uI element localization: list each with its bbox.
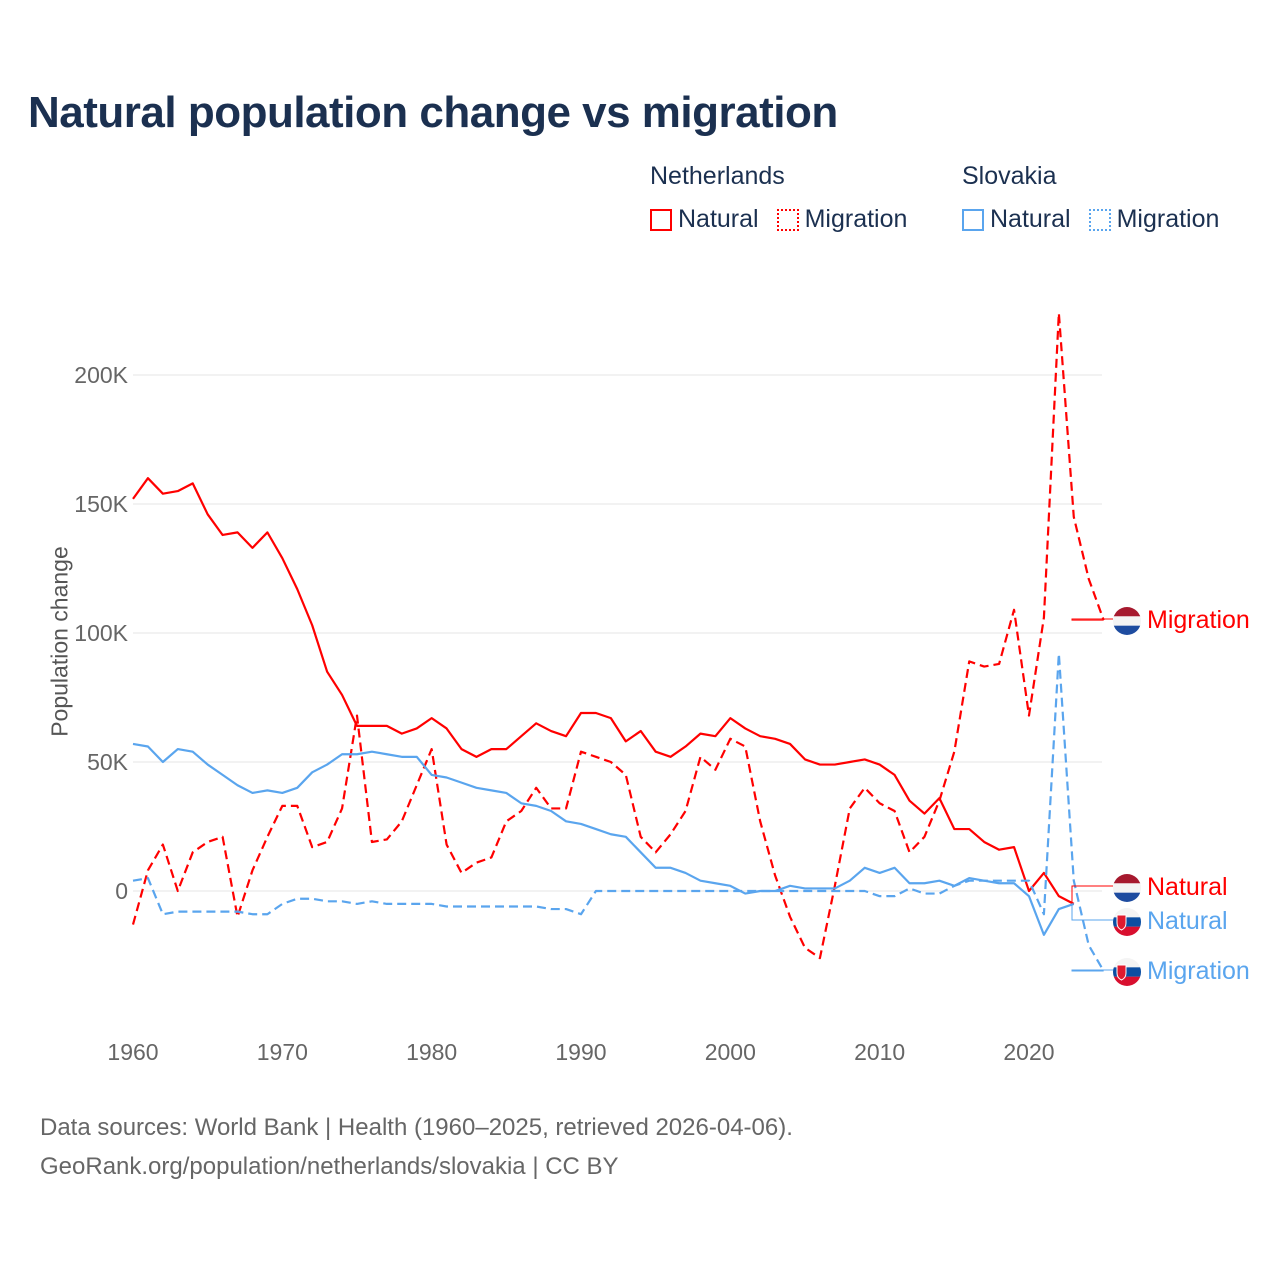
legend-swatch-solid — [962, 208, 984, 231]
legend-item-netherlands-natural[interactable]: Natural — [650, 205, 759, 234]
netherlands-flag-icon — [1113, 874, 1141, 902]
legend-swatch-solid — [650, 208, 672, 231]
label-connector — [1071, 618, 1113, 621]
legend-swatch-dotted — [1088, 208, 1111, 231]
x-tick-label: 1990 — [555, 1039, 606, 1065]
flag-stripe — [1113, 625, 1141, 635]
footer-sources: Data sources: World Bank | Health (1960–… — [40, 1114, 793, 1141]
legend-label: Natural — [990, 205, 1071, 233]
x-tick-label: 1970 — [257, 1039, 308, 1065]
flag-stripe — [1113, 874, 1141, 884]
x-tick-label: 2010 — [854, 1039, 905, 1065]
netherlands-flag-icon — [1113, 607, 1141, 635]
footer-url: GeoRank.org/population/netherlands/slova… — [40, 1153, 619, 1180]
legend-item-slovakia-natural[interactable]: Natural — [962, 205, 1071, 234]
legend-country-slovakia: Slovakia — [962, 162, 1057, 190]
label-connector — [1071, 969, 1113, 972]
flag-stripe — [1113, 892, 1141, 902]
slovakia-emblem — [1116, 914, 1127, 931]
series-end-label: Migration — [1147, 957, 1250, 985]
legend-label: Natural — [678, 205, 759, 233]
flag-stripe — [1113, 883, 1141, 893]
flag-stripe — [1113, 926, 1141, 936]
flag-stripe — [1113, 917, 1141, 927]
series-end-label: Natural — [1147, 873, 1228, 901]
flag-stripe — [1113, 908, 1141, 918]
series-line-netherlands-migration — [131, 311, 1105, 960]
y-tick-label: 150K — [74, 491, 128, 517]
y-tick-label: 0 — [115, 878, 128, 904]
x-tick-label: 1980 — [406, 1039, 457, 1065]
legend-label: Migration — [1116, 205, 1220, 233]
series-line-slovakia-natural — [132, 742, 1075, 936]
flag-stripe — [1113, 976, 1141, 986]
x-tick-label: 2000 — [705, 1039, 756, 1065]
flag-stripe — [1113, 616, 1141, 626]
slovakia-flag-icon — [1113, 958, 1141, 986]
legend-item-netherlands-migration[interactable]: Migration — [776, 205, 908, 234]
series-end-label: Migration — [1147, 606, 1250, 634]
footer: Data sources: World Bank | Health (1960–… — [40, 1108, 793, 1186]
flag-stripe — [1113, 967, 1141, 977]
legend-swatch-dotted — [776, 208, 799, 231]
legend-group-slovakia: Slovakia Natural Migration — [962, 162, 1219, 234]
slovakia-flag-icon — [1113, 908, 1141, 936]
series-line-netherlands-natural — [132, 477, 1075, 905]
flag-stripe — [1113, 958, 1141, 968]
x-tick-label: 2020 — [1003, 1039, 1054, 1065]
flag-stripe — [1113, 607, 1141, 617]
y-tick-label: 50K — [87, 749, 129, 775]
y-tick-label: 100K — [74, 620, 128, 646]
label-connector — [1071, 903, 1113, 921]
series-end-label: Natural — [1147, 907, 1228, 935]
chart-title: Natural population change vs migration — [28, 88, 838, 137]
y-tick-label: 200K — [74, 362, 128, 388]
x-tick-label: 1960 — [107, 1039, 158, 1065]
slovakia-emblem — [1116, 964, 1127, 981]
legend-group-netherlands: Netherlands Natural Migration — [650, 162, 907, 234]
legend-label: Migration — [804, 205, 908, 233]
legend-country-netherlands: Netherlands — [650, 162, 785, 190]
series-line-slovakia-migration — [132, 652, 1105, 972]
legend-item-slovakia-migration[interactable]: Migration — [1088, 205, 1220, 234]
